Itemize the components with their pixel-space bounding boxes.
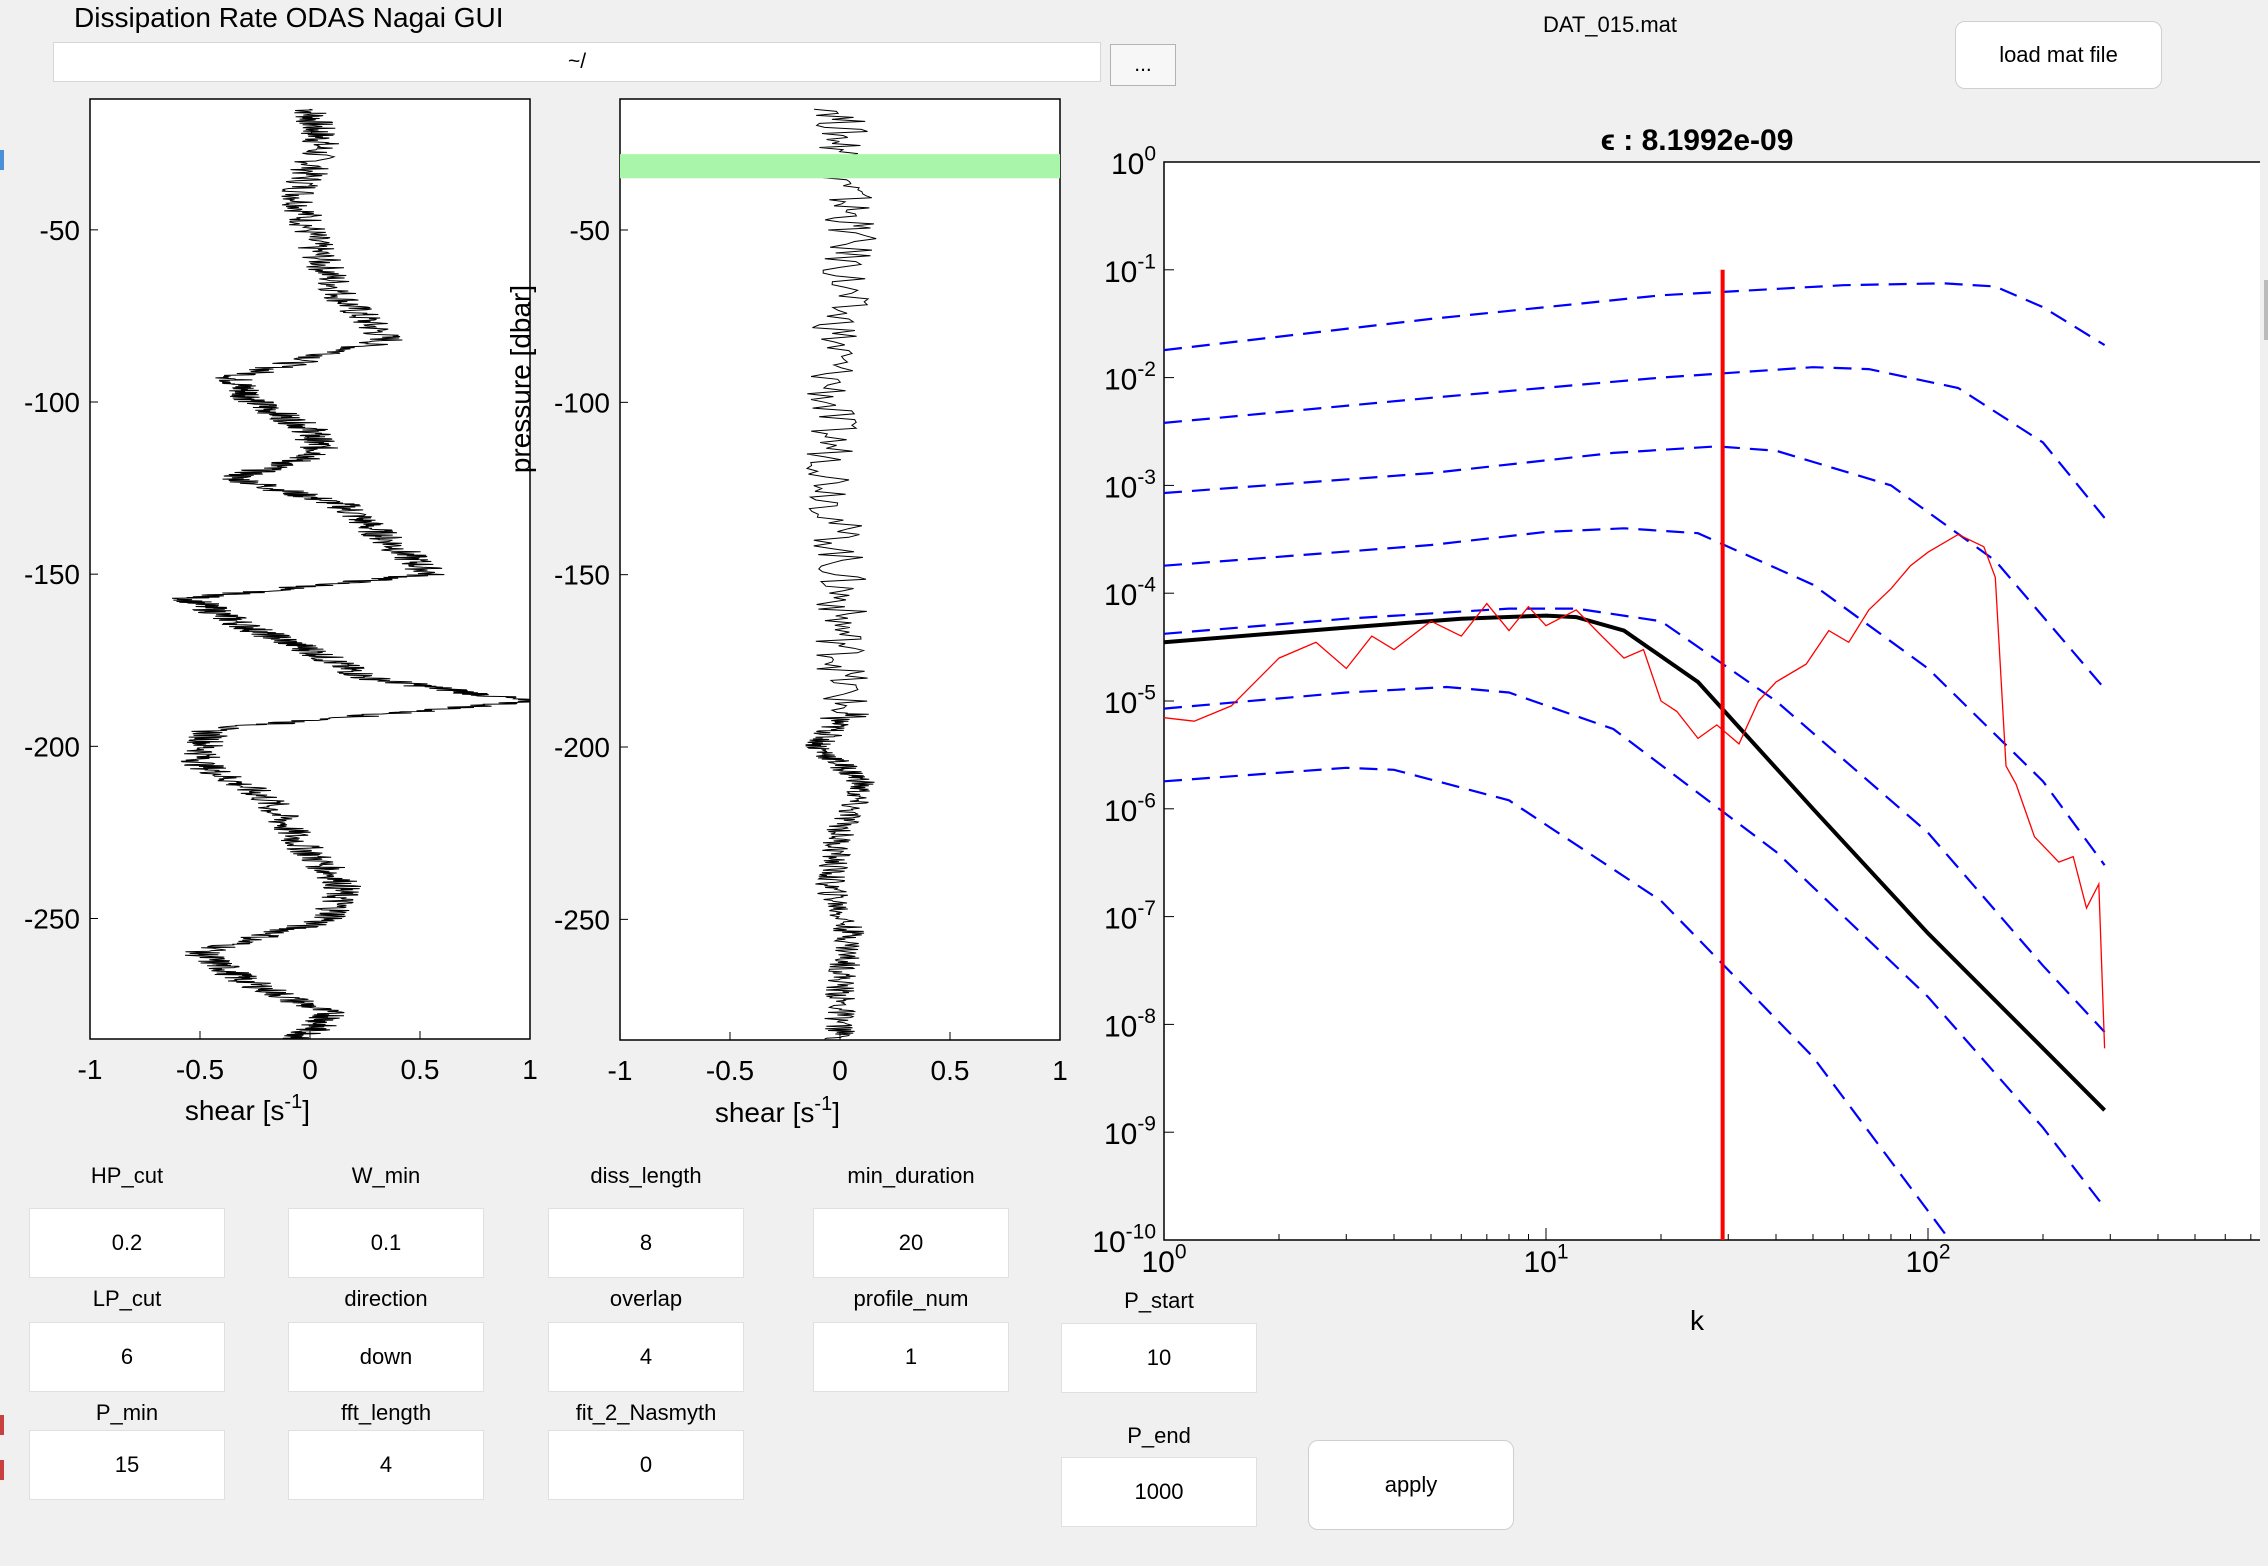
loaded-file-name: DAT_015.mat <box>1542 12 1678 37</box>
w-min-label: W_min <box>351 1163 421 1188</box>
w-min-field[interactable]: 0.1 <box>288 1208 484 1278</box>
nasmyth-reference-curve <box>1163 282 2106 352</box>
shear-trace-line <box>171 108 531 1040</box>
p-min-label: P_min <box>95 1400 159 1425</box>
y-tick-label: 10-9 <box>1104 1113 1156 1152</box>
nasmyth-reference-curve <box>1163 445 2106 690</box>
diss-length-field[interactable]: 8 <box>548 1208 744 1278</box>
profile-num-field[interactable]: 1 <box>813 1322 1009 1392</box>
y-tick-label: -200 <box>554 732 610 763</box>
nasmyth-reference-curve <box>1163 366 2106 519</box>
y-tick-label: -200 <box>24 731 80 762</box>
x-tick-label: -1 <box>608 1055 633 1086</box>
plot-area <box>1163 161 2260 1241</box>
x-tick-label: 102 <box>1905 1241 1950 1280</box>
y-tick-label: 10-1 <box>1104 250 1156 288</box>
y-tick-label: 100 <box>1111 143 1156 182</box>
x-axis-label: shear [s-1] <box>185 1091 310 1126</box>
y-tick-label: -150 <box>554 560 610 591</box>
nasmyth-reference-curve <box>1163 607 2106 1033</box>
shear-trace-2 <box>805 108 877 1040</box>
browse-button[interactable]: ... <box>1110 44 1176 86</box>
fft-length-field[interactable]: 4 <box>288 1430 484 1500</box>
shear-trace-1 <box>171 108 531 1040</box>
y-tick-label: -50 <box>570 215 610 246</box>
x-axis-label: k <box>1690 1305 1705 1336</box>
diss-length-label: diss_length <box>590 1163 702 1188</box>
nasmyth-reference-curve <box>1163 766 1951 1241</box>
nasmyth-fit-curve <box>1163 613 2107 1112</box>
p-start-field[interactable]: 10 <box>1061 1323 1257 1393</box>
fit-2-nasmyth-field[interactable]: 0 <box>548 1430 744 1500</box>
window-edge-mark <box>0 150 4 170</box>
y-tick-label: 10-5 <box>1104 682 1156 721</box>
shear-trace-line <box>805 108 877 1040</box>
overlap-field[interactable]: 4 <box>548 1322 744 1392</box>
dissipation-spectrum-plot[interactable]: ϵ : 8.1992e-09 100 10-1 10-2 10-3 10-4 10-5 10… <box>1080 110 2260 1350</box>
p-end-field[interactable]: 1000 <box>1061 1457 1257 1527</box>
min-duration-field[interactable]: 20 <box>813 1208 1009 1278</box>
y-tick-label: 10-6 <box>1104 789 1156 828</box>
y-tick-label: 10-2 <box>1104 358 1156 397</box>
x-tick-label: 0.5 <box>401 1054 440 1085</box>
x-tick-label: 1 <box>522 1054 538 1085</box>
p-start-label: P_start <box>1124 1288 1194 1313</box>
y-tick-label: -100 <box>24 387 80 418</box>
hp-cut-field[interactable]: 0.2 <box>29 1208 225 1278</box>
x-tick-label: 1 <box>1052 1055 1068 1086</box>
app-title: Dissipation Rate ODAS Nagai GUI <box>74 2 504 33</box>
shear-profile-plot-1[interactable]: -50 -100 -150 -200 -250 -1 -0.5 0 0.5 1 shear [s… <box>0 90 545 1140</box>
y-tick-label: 10-4 <box>1104 574 1156 613</box>
y-tick-label: 10-7 <box>1104 897 1156 936</box>
p-end-label: P_end <box>1127 1423 1191 1448</box>
window-edge-mark <box>0 1460 4 1480</box>
lp-cut-label: LP_cut <box>92 1286 162 1311</box>
fit-2-nasmyth-label: fit_2_Nasmyth <box>575 1400 717 1425</box>
shear-profile-plot-2[interactable]: -50 -100 -150 -200 -250 -1 -0.5 0 0.5 1 shear [s… <box>500 90 1080 1140</box>
y-axis-label: pressure [dbar] <box>505 285 536 473</box>
x-tick-label: -1 <box>78 1054 103 1085</box>
x-tick-label: -0.5 <box>706 1055 754 1086</box>
plot-area <box>89 98 531 1040</box>
y-tick-label: -250 <box>24 903 80 934</box>
shear-spectrum-curve <box>1163 533 2106 1049</box>
y-tick-label: -100 <box>554 387 610 418</box>
selected-depth-band[interactable] <box>620 154 1060 179</box>
min-duration-label: min_duration <box>847 1163 975 1188</box>
fft-length-label: fft_length <box>340 1400 432 1425</box>
overlap-label: overlap <box>609 1286 683 1311</box>
window-edge-mark <box>2264 280 2268 340</box>
x-tick-label: -0.5 <box>176 1054 224 1085</box>
spectrum-title: ϵ : 8.1992e-09 <box>1601 124 1794 157</box>
nasmyth-reference-curve <box>1163 685 2106 1209</box>
y-tick-label: -150 <box>24 559 80 590</box>
y-tick-label: 10-3 <box>1104 466 1156 505</box>
apply-button[interactable]: apply <box>1308 1440 1514 1530</box>
x-tick-label: 100 <box>1141 1241 1186 1280</box>
path-input[interactable]: ~/ <box>53 42 1101 82</box>
lp-cut-field[interactable]: 6 <box>29 1322 225 1392</box>
x-tick-label: 0.5 <box>931 1055 970 1086</box>
direction-label: direction <box>344 1286 428 1311</box>
x-tick-label: 101 <box>1523 1241 1568 1280</box>
direction-field[interactable]: down <box>288 1322 484 1392</box>
profile-num-label: profile_num <box>853 1286 969 1311</box>
window-edge-mark <box>0 1415 4 1435</box>
y-tick-label: -250 <box>554 904 610 935</box>
y-tick-label: 10-8 <box>1104 1005 1156 1044</box>
x-tick-label: 0 <box>832 1055 848 1086</box>
x-tick-label: 0 <box>302 1054 318 1085</box>
hp-cut-label: HP_cut <box>90 1163 164 1188</box>
y-tick-label: -50 <box>40 215 80 246</box>
load-mat-file-button[interactable]: load mat file <box>1955 21 2162 89</box>
x-axis-label: shear [s-1] <box>715 1093 840 1128</box>
plot-area <box>619 98 1061 1041</box>
p-min-field[interactable]: 15 <box>29 1430 225 1500</box>
